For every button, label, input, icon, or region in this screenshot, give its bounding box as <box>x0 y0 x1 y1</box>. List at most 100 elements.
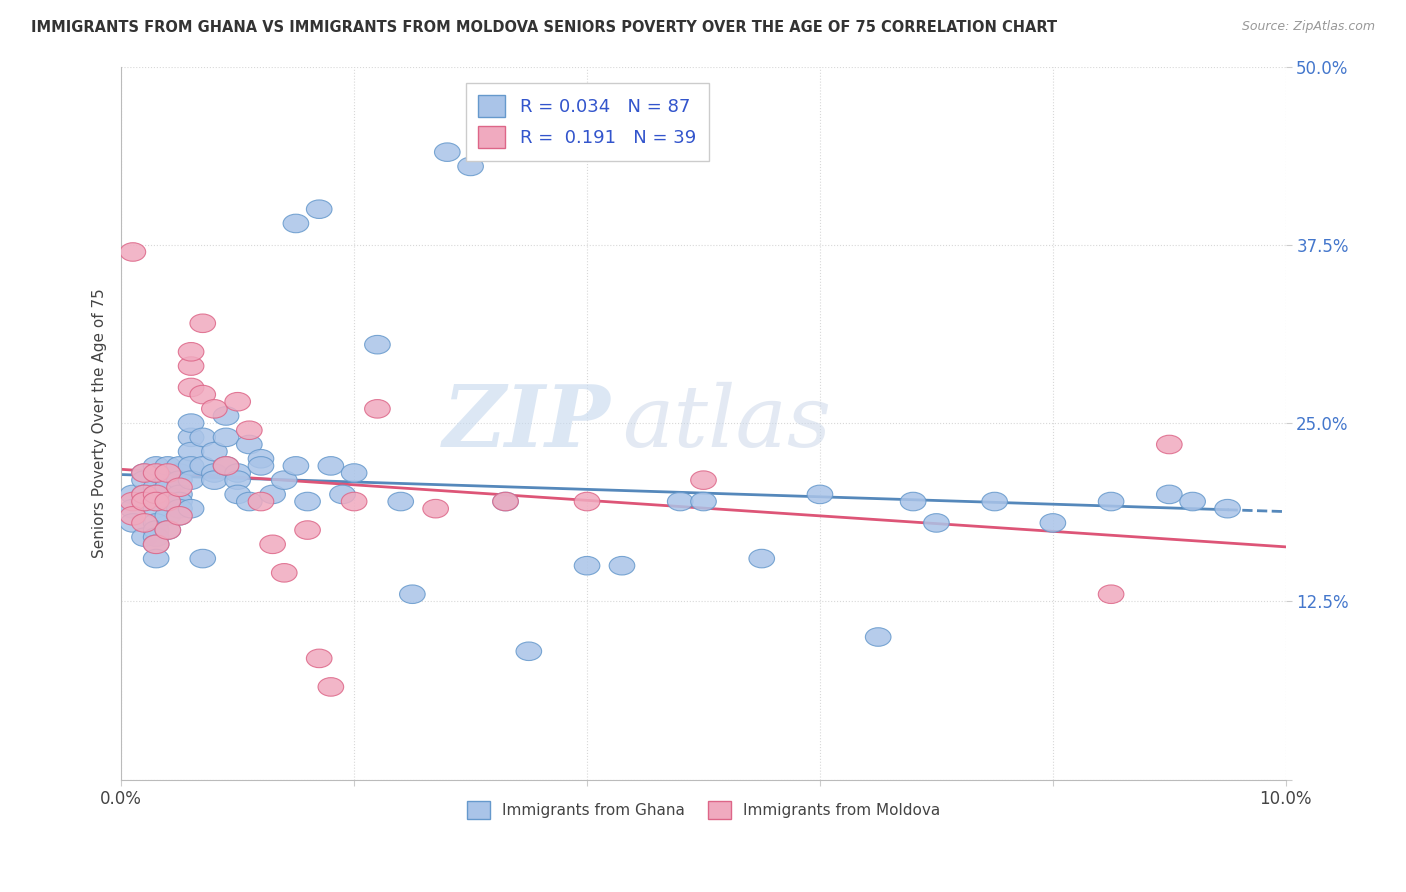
Text: atlas: atlas <box>621 382 831 465</box>
Ellipse shape <box>132 485 157 504</box>
Ellipse shape <box>132 464 157 483</box>
Ellipse shape <box>247 457 274 475</box>
Ellipse shape <box>190 549 215 568</box>
Ellipse shape <box>1098 585 1123 604</box>
Ellipse shape <box>247 450 274 468</box>
Ellipse shape <box>155 464 180 483</box>
Ellipse shape <box>318 457 343 475</box>
Ellipse shape <box>388 492 413 511</box>
Ellipse shape <box>236 435 262 454</box>
Ellipse shape <box>155 521 180 540</box>
Ellipse shape <box>1040 514 1066 533</box>
Ellipse shape <box>143 535 169 554</box>
Ellipse shape <box>516 642 541 661</box>
Ellipse shape <box>225 471 250 490</box>
Ellipse shape <box>574 557 600 575</box>
Ellipse shape <box>120 492 146 511</box>
Ellipse shape <box>1157 435 1182 454</box>
Text: ZIP: ZIP <box>443 382 610 465</box>
Ellipse shape <box>155 492 180 511</box>
Ellipse shape <box>132 492 157 511</box>
Ellipse shape <box>271 564 297 582</box>
Ellipse shape <box>236 492 262 511</box>
Ellipse shape <box>120 500 146 518</box>
Ellipse shape <box>423 500 449 518</box>
Ellipse shape <box>609 557 634 575</box>
Ellipse shape <box>155 492 180 511</box>
Ellipse shape <box>201 464 228 483</box>
Ellipse shape <box>155 492 180 511</box>
Ellipse shape <box>271 471 297 490</box>
Ellipse shape <box>807 485 832 504</box>
Ellipse shape <box>283 457 309 475</box>
Ellipse shape <box>143 492 169 511</box>
Ellipse shape <box>342 492 367 511</box>
Ellipse shape <box>143 485 169 504</box>
Ellipse shape <box>132 464 157 483</box>
Ellipse shape <box>167 464 193 483</box>
Ellipse shape <box>132 492 157 511</box>
Ellipse shape <box>143 485 169 504</box>
Ellipse shape <box>668 492 693 511</box>
Ellipse shape <box>120 507 146 525</box>
Ellipse shape <box>458 157 484 176</box>
Ellipse shape <box>690 492 716 511</box>
Ellipse shape <box>155 478 180 497</box>
Y-axis label: Seniors Poverty Over the Age of 75: Seniors Poverty Over the Age of 75 <box>93 288 107 558</box>
Ellipse shape <box>167 500 193 518</box>
Ellipse shape <box>329 485 356 504</box>
Ellipse shape <box>434 143 460 161</box>
Text: Source: ZipAtlas.com: Source: ZipAtlas.com <box>1241 20 1375 33</box>
Ellipse shape <box>1180 492 1205 511</box>
Ellipse shape <box>214 457 239 475</box>
Ellipse shape <box>132 471 157 490</box>
Ellipse shape <box>981 492 1008 511</box>
Ellipse shape <box>167 457 193 475</box>
Ellipse shape <box>120 485 146 504</box>
Ellipse shape <box>1098 492 1123 511</box>
Ellipse shape <box>574 492 600 511</box>
Ellipse shape <box>364 335 391 354</box>
Ellipse shape <box>190 428 215 447</box>
Ellipse shape <box>143 464 169 483</box>
Ellipse shape <box>155 457 180 475</box>
Ellipse shape <box>179 471 204 490</box>
Ellipse shape <box>155 521 180 540</box>
Ellipse shape <box>120 514 146 533</box>
Ellipse shape <box>225 392 250 411</box>
Ellipse shape <box>143 464 169 483</box>
Ellipse shape <box>900 492 927 511</box>
Ellipse shape <box>167 485 193 504</box>
Ellipse shape <box>1157 485 1182 504</box>
Ellipse shape <box>190 457 215 475</box>
Ellipse shape <box>214 407 239 425</box>
Ellipse shape <box>179 457 204 475</box>
Ellipse shape <box>179 343 204 361</box>
Ellipse shape <box>143 549 169 568</box>
Ellipse shape <box>179 378 204 397</box>
Ellipse shape <box>179 428 204 447</box>
Ellipse shape <box>236 421 262 440</box>
Ellipse shape <box>120 243 146 261</box>
Legend: Immigrants from Ghana, Immigrants from Moldova: Immigrants from Ghana, Immigrants from M… <box>461 795 946 825</box>
Ellipse shape <box>132 514 157 533</box>
Ellipse shape <box>307 200 332 219</box>
Ellipse shape <box>260 485 285 504</box>
Ellipse shape <box>214 457 239 475</box>
Ellipse shape <box>283 214 309 233</box>
Ellipse shape <box>132 485 157 504</box>
Ellipse shape <box>492 492 519 511</box>
Ellipse shape <box>364 400 391 418</box>
Ellipse shape <box>155 507 180 525</box>
Ellipse shape <box>167 507 193 525</box>
Ellipse shape <box>201 471 228 490</box>
Ellipse shape <box>143 528 169 547</box>
Ellipse shape <box>201 400 228 418</box>
Ellipse shape <box>143 492 169 511</box>
Ellipse shape <box>179 414 204 433</box>
Ellipse shape <box>318 678 343 696</box>
Ellipse shape <box>260 535 285 554</box>
Text: IMMIGRANTS FROM GHANA VS IMMIGRANTS FROM MOLDOVA SENIORS POVERTY OVER THE AGE OF: IMMIGRANTS FROM GHANA VS IMMIGRANTS FROM… <box>31 20 1057 35</box>
Ellipse shape <box>179 442 204 461</box>
Ellipse shape <box>295 492 321 511</box>
